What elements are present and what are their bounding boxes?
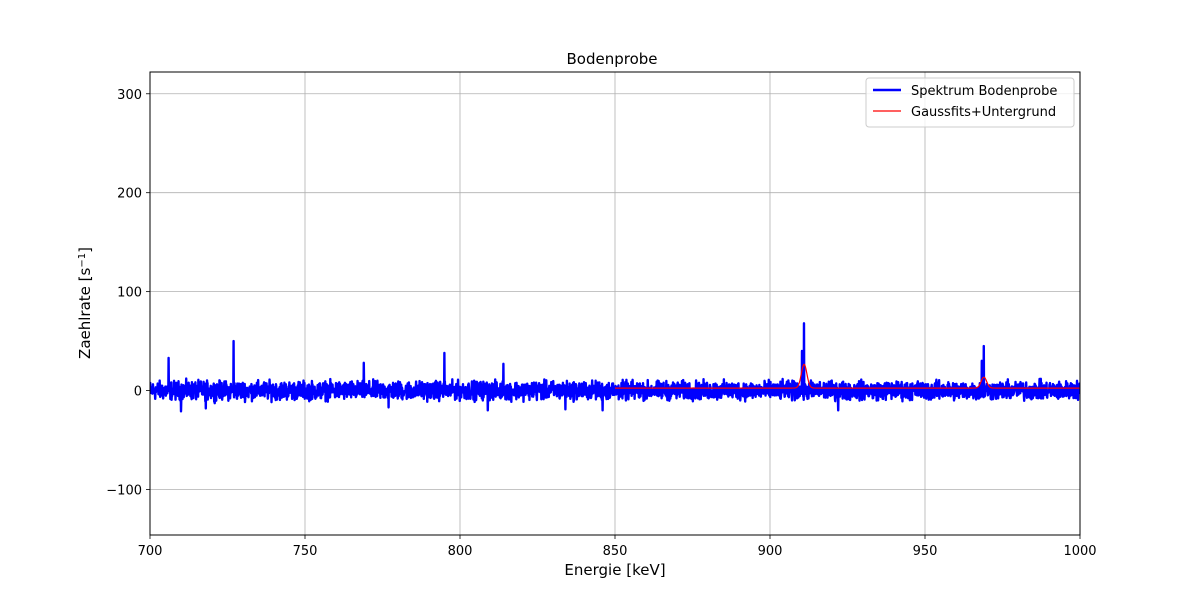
legend-box	[865, 77, 1075, 128]
y-tick-label: 0	[134, 385, 142, 400]
y-axis: −100 0 100 200 300	[106, 88, 150, 498]
y-axis-label-main: Zaehlrate [s	[76, 267, 94, 358]
y-tick-label: 100	[117, 286, 142, 301]
x-tick-label: 700	[138, 544, 163, 559]
x-tick-label: 950	[913, 544, 938, 559]
x-tick-label: 850	[603, 544, 628, 559]
y-tick-label: 200	[117, 187, 142, 202]
x-tick-label: 1000	[1063, 544, 1096, 559]
x-axis-label: Energie [keV]	[564, 561, 665, 579]
plot-area	[150, 322, 1080, 413]
legend-label-gaussfit: Gaussfits+Untergrund	[911, 105, 1056, 120]
chart-title: Bodenprobe	[566, 50, 657, 68]
x-tick-label: 800	[448, 544, 473, 559]
x-tick-label: 900	[758, 544, 783, 559]
x-tick-label: 750	[293, 544, 318, 559]
x-axis: 700 750 800 850 900 950 1000	[138, 535, 1097, 559]
legend-label-spektrum: Spektrum Bodenprobe	[911, 84, 1057, 99]
y-axis-label-end: ]	[76, 247, 94, 253]
y-axis-label-superscript: −1	[77, 253, 88, 268]
legend: Spektrum Bodenprobe Gaussfits+Untergrund	[865, 77, 1075, 128]
series-line-gaussfit	[615, 363, 1080, 389]
y-axis-label: Zaehlrate [s−1]	[76, 247, 94, 359]
series-line-spektrum	[150, 322, 1080, 413]
y-tick-label: 300	[117, 88, 142, 103]
y-tick-label: −100	[106, 483, 142, 498]
